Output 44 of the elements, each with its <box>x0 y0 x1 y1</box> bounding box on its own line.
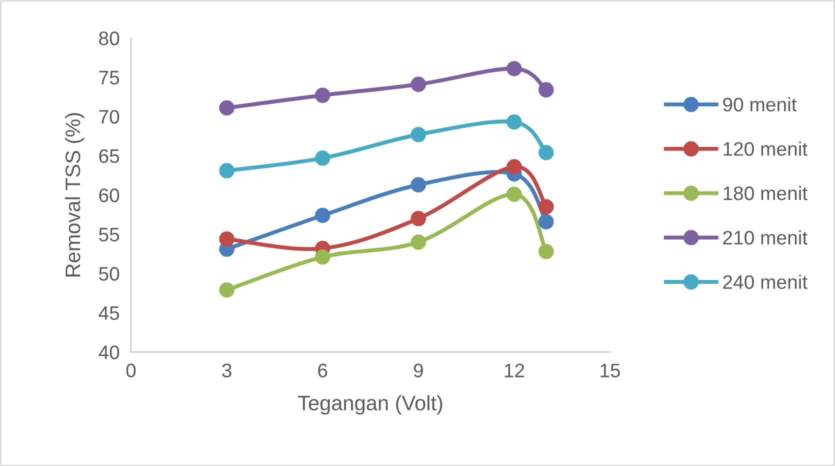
legend-label: 120 menit <box>724 142 808 156</box>
point <box>314 88 330 103</box>
point <box>219 282 234 298</box>
y-tick-label: 60 <box>99 188 120 202</box>
legend-label: 210 menit <box>723 230 808 245</box>
point <box>538 199 554 214</box>
point <box>538 244 554 260</box>
x-tick-label: 9 <box>414 364 423 378</box>
point <box>410 177 426 192</box>
point <box>506 186 522 202</box>
x-tick-label: 12 <box>504 364 524 378</box>
point <box>410 126 426 142</box>
point <box>219 100 234 116</box>
y-tick-label: 40 <box>98 345 120 360</box>
legend-label: 180 menit <box>724 186 808 200</box>
y-tick-label: 80 <box>99 31 120 46</box>
point <box>506 159 522 174</box>
point <box>506 114 522 130</box>
y-tick-label: 55 <box>99 228 120 242</box>
x-axis-title: Tegangan (Volt) <box>298 395 442 415</box>
y-tick-label: 70 <box>99 110 120 124</box>
x-tick-label: 3 <box>222 364 232 378</box>
point <box>314 150 330 166</box>
point <box>314 249 330 265</box>
x-tick-label: 15 <box>600 364 620 378</box>
point <box>410 234 426 250</box>
y-tick-label: 65 <box>99 149 120 163</box>
point <box>219 163 234 178</box>
y-tick-label: 50 <box>99 266 120 281</box>
x-tick-label: 0 <box>126 364 136 378</box>
point <box>219 231 234 247</box>
point <box>314 208 330 224</box>
point <box>410 210 426 226</box>
point <box>538 144 554 160</box>
point <box>538 82 554 98</box>
point <box>506 60 522 76</box>
y-tick-label: 75 <box>99 70 120 84</box>
point <box>538 214 554 230</box>
legend-label: 90 menit <box>723 97 797 112</box>
x-tick-label: 6 <box>318 364 328 378</box>
legend-label: 240 menit <box>723 274 808 289</box>
y-axis-title: Removal TSS (%) <box>64 113 84 276</box>
y-tick-label: 45 <box>98 306 120 320</box>
point <box>410 76 426 92</box>
